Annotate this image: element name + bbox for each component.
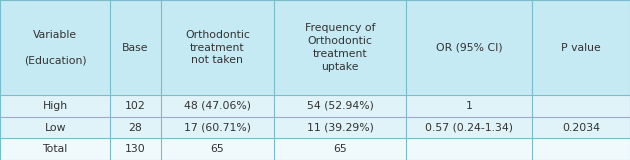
Text: 65: 65 — [210, 144, 224, 154]
Text: High: High — [43, 101, 67, 111]
Text: Variable

(Education): Variable (Education) — [24, 30, 86, 65]
Text: Frequency of
Orthodontic
treatment
uptake: Frequency of Orthodontic treatment uptak… — [305, 23, 375, 72]
Text: 54 (52.94%): 54 (52.94%) — [307, 101, 374, 111]
Text: 48 (47.06%): 48 (47.06%) — [184, 101, 251, 111]
Text: 102: 102 — [125, 101, 146, 111]
Text: Base: Base — [122, 43, 149, 53]
Text: OR (95% CI): OR (95% CI) — [436, 43, 503, 53]
Text: 0.2034: 0.2034 — [562, 123, 600, 133]
Text: 28: 28 — [129, 123, 142, 133]
Bar — [0, 0, 630, 95]
Text: 1: 1 — [466, 101, 472, 111]
Text: 17 (60.71%): 17 (60.71%) — [184, 123, 251, 133]
Bar — [0, 138, 630, 160]
Text: Low: Low — [44, 123, 66, 133]
Text: 11 (39.29%): 11 (39.29%) — [307, 123, 374, 133]
Bar — [0, 95, 630, 117]
Bar — [0, 117, 630, 138]
Text: P value: P value — [561, 43, 601, 53]
Text: Orthodontic
treatment
not taken: Orthodontic treatment not taken — [185, 30, 249, 65]
Text: 65: 65 — [333, 144, 347, 154]
Text: Total: Total — [42, 144, 68, 154]
Text: 0.57 (0.24-1.34): 0.57 (0.24-1.34) — [425, 123, 513, 133]
Text: 130: 130 — [125, 144, 146, 154]
